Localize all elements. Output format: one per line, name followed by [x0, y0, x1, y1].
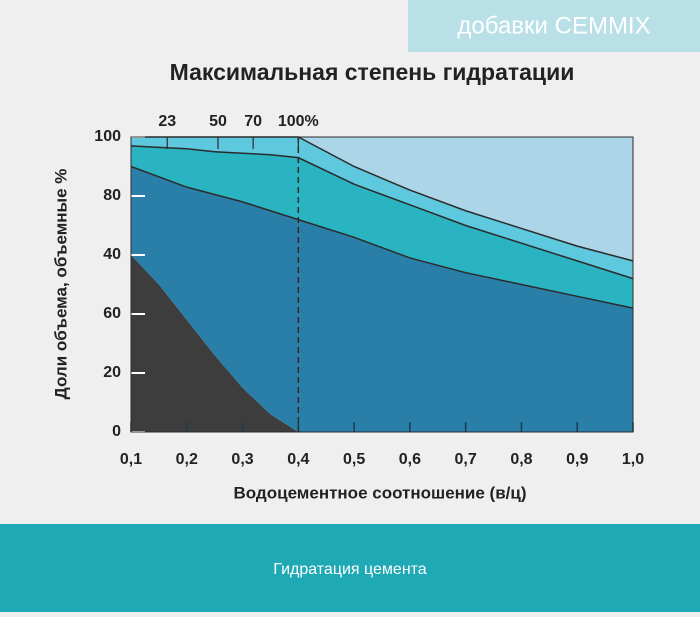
banner-box	[408, 0, 700, 52]
top-tick-label: 50	[209, 113, 227, 130]
x-tick-label: 0,8	[510, 451, 532, 468]
x-tick-label: 0,2	[176, 451, 198, 468]
y-tick-label: 60	[103, 305, 121, 322]
area	[131, 255, 633, 432]
y-tick-label: 40	[103, 246, 121, 263]
x-tick-label: 0,6	[399, 451, 421, 468]
area	[131, 145, 633, 309]
caption-band	[0, 524, 700, 612]
area	[131, 137, 633, 261]
caption: Гидратация цемента	[273, 561, 427, 578]
x-axis-label: Водоцементное соотношение (в/ц)	[234, 483, 527, 502]
y-axis-label: Доли объема, объемные %	[51, 169, 70, 400]
chart-title: Максимальная степень гидратации	[170, 59, 575, 85]
y-tick-label: 0	[112, 423, 121, 440]
top-tick-label: 23	[158, 113, 176, 130]
banner: добавки CEMMIX	[457, 12, 650, 39]
x-tick-label: 0,4	[287, 451, 309, 468]
top-tick-label: 70	[244, 113, 262, 130]
x-tick-label: 0,3	[231, 451, 253, 468]
area	[131, 166, 633, 432]
x-tick-label: 1,0	[622, 451, 644, 468]
y-tick-label: 100	[94, 128, 121, 145]
y-tick-label: 20	[103, 364, 121, 381]
x-tick-label: 0,7	[455, 451, 477, 468]
x-tick-label: 0,5	[343, 451, 365, 468]
y-tick-label: 80	[103, 187, 121, 204]
x-tick-label: 0,1	[120, 451, 142, 468]
plot-frame	[130, 136, 634, 433]
x-tick-label: 0,9	[566, 451, 588, 468]
top-tick-label: 100%	[278, 113, 319, 130]
